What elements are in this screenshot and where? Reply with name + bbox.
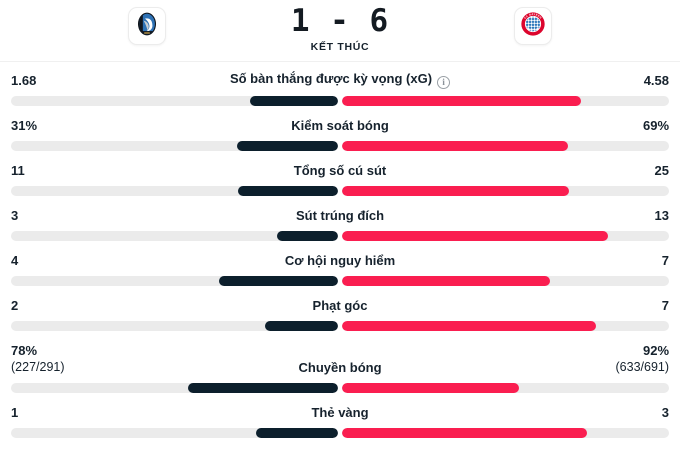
home-bar-fill <box>256 428 338 438</box>
svg-text:FC BAYERN: FC BAYERN <box>523 11 543 19</box>
home-stat-detail: (227/291) <box>11 360 65 374</box>
home-bar-track <box>11 141 338 151</box>
away-bar-track <box>342 96 669 106</box>
stat-row-shots-on-target: 3 Sút trúng đích 13 <box>11 207 669 241</box>
home-bar-fill <box>265 321 338 331</box>
away-bar-track <box>342 141 669 151</box>
home-bar-track <box>11 428 338 438</box>
stat-bars <box>11 141 669 151</box>
stat-label: Kiểm soát bóng <box>291 118 389 133</box>
away-bar-fill <box>342 96 582 106</box>
stat-label: Tổng số cú sút <box>293 163 387 178</box>
match-score: 1 - 6 <box>290 3 390 39</box>
stat-label: Sút trúng đích <box>295 208 385 223</box>
stat-bars <box>11 231 669 241</box>
away-stat-detail: (633/691) <box>615 360 670 374</box>
away-stat-value: 4.58 <box>643 73 669 88</box>
home-bar-track <box>11 276 338 286</box>
away-bar-fill <box>342 428 588 438</box>
away-bar-fill <box>342 231 608 241</box>
home-stat-value: 1.68 <box>11 73 37 88</box>
home-bar-fill <box>250 96 338 106</box>
away-bar-track <box>342 231 669 241</box>
away-team-logo[interactable]: FC BAYERN MÜNCHEN <box>514 7 552 45</box>
stat-bars <box>11 383 669 393</box>
home-bar-fill <box>236 141 338 151</box>
away-stat-value: 92% <box>642 343 670 358</box>
stat-row-total-shots: 11 Tổng số cú sút 25 <box>11 162 669 196</box>
stat-row-expected-goals: 1.68 Số bàn thắng được kỳ vọng (xG) i 4.5… <box>11 70 669 106</box>
away-bar-track <box>342 383 669 393</box>
away-bar-track <box>342 186 669 196</box>
stat-row-possession: 31% Kiểm soát bóng 69% <box>11 117 669 151</box>
home-bar-track <box>11 96 338 106</box>
away-stat-value: 7 <box>661 298 669 313</box>
away-stat-value: 25 <box>654 163 670 178</box>
stat-label: Số bàn thắng được kỳ vọng (xG) i <box>230 70 451 89</box>
stat-bars <box>11 96 669 106</box>
info-icon[interactable]: i <box>437 76 451 89</box>
stat-bars <box>11 428 669 438</box>
away-bar-track <box>342 321 669 331</box>
away-stat-value: 7 <box>661 253 670 268</box>
match-status: KẾT THÚC <box>310 41 370 53</box>
away-bar-fill <box>342 383 519 393</box>
score-block: 1 - 6 KẾT THÚC <box>0 2 680 53</box>
away-stat-value: 69% <box>642 118 670 133</box>
home-stat-value: 1 <box>11 405 19 420</box>
stat-row-passes: 78% (227/291) Chuyền bóng 92% (633/691) <box>11 342 669 393</box>
home-stat-value: 11 <box>11 163 25 178</box>
stat-bars <box>11 321 669 331</box>
bayern-munich-crest-icon: FC BAYERN MÜNCHEN <box>518 9 548 44</box>
home-bar-fill <box>187 383 338 393</box>
stat-bars <box>11 186 669 196</box>
home-stat-value: 31% <box>11 118 38 133</box>
away-bar-track <box>342 276 669 286</box>
away-bar-fill <box>342 276 551 286</box>
away-bar-track <box>342 428 669 438</box>
home-stat-value: 2 <box>11 298 19 313</box>
home-bar-track <box>11 321 338 331</box>
stat-row-yellow-cards: 1 Thẻ vàng 3 <box>11 404 669 438</box>
stat-row-big-chances: 4 Cơ hội nguy hiểm 7 <box>11 252 669 286</box>
home-bar-track <box>11 186 338 196</box>
stat-row-corners: 2 Phạt góc 7 <box>11 297 669 331</box>
home-bar-track <box>11 383 338 393</box>
home-bar-track <box>11 231 338 241</box>
away-bar-fill <box>342 141 568 151</box>
home-bar-fill <box>276 231 338 241</box>
atalanta-crest-icon <box>132 9 162 44</box>
stat-label: Cơ hội nguy hiểm <box>284 253 396 268</box>
home-bar-fill <box>219 276 338 286</box>
away-bar-fill <box>342 186 570 196</box>
away-stat-value: 13 <box>654 208 670 223</box>
match-header: 1 - 6 KẾT THÚC FC BAYERN <box>0 0 680 62</box>
stat-label: Chuyền bóng <box>298 360 382 375</box>
stat-label: Thẻ vàng <box>311 405 369 420</box>
match-statistics-panel: 1.68 Số bàn thắng được kỳ vọng (xG) i 4.5… <box>0 62 680 438</box>
home-bar-fill <box>238 186 338 196</box>
away-bar-fill <box>342 321 597 331</box>
away-stat-value: 3 <box>661 405 670 420</box>
stat-label: Phạt góc <box>312 298 368 313</box>
home-stat-value: 4 <box>11 253 19 268</box>
stat-bars <box>11 276 669 286</box>
home-team-logo[interactable] <box>128 7 166 45</box>
home-stat-value: 3 <box>11 208 19 223</box>
home-stat-value: 78% <box>11 343 38 358</box>
